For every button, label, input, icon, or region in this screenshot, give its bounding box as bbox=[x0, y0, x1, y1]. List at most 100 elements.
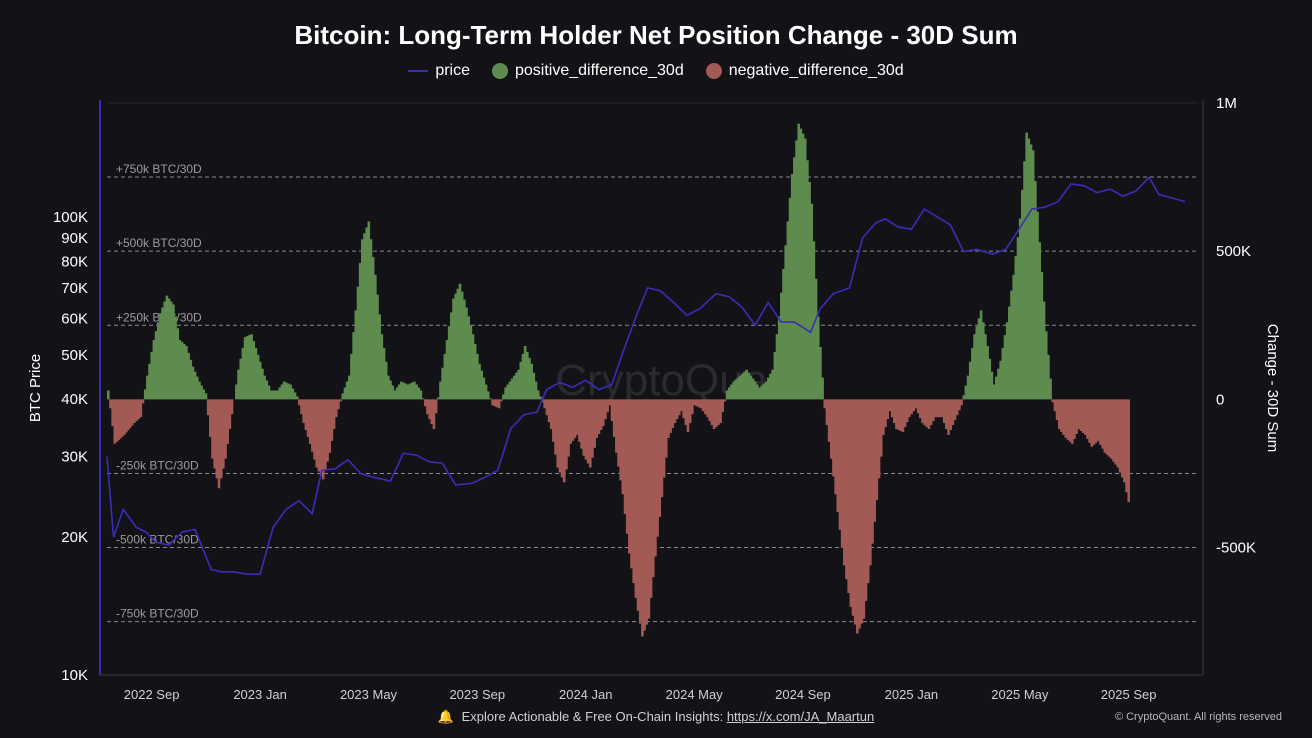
negative-bar bbox=[567, 399, 570, 457]
positive-bar bbox=[347, 375, 351, 400]
footer-link[interactable]: https://x.com/JA_Maartun bbox=[726, 709, 875, 724]
negative-bar bbox=[643, 399, 646, 631]
negative-bar bbox=[109, 399, 112, 409]
positive-bar bbox=[369, 239, 373, 400]
negative-bar bbox=[337, 399, 340, 410]
positive-bar bbox=[397, 384, 401, 400]
negative-bar bbox=[1120, 399, 1124, 478]
negative-bar bbox=[426, 399, 429, 415]
left-axis-tick-label: 90K bbox=[61, 230, 88, 247]
reference-line-label: -250k BTC/30D bbox=[116, 458, 199, 472]
negative-bar bbox=[228, 399, 232, 429]
negative-bar bbox=[430, 399, 434, 425]
positive-bar bbox=[393, 390, 397, 400]
left-axis-tick-label: 80K bbox=[61, 253, 88, 270]
negative-bar bbox=[495, 399, 499, 408]
positive-bar bbox=[387, 375, 390, 400]
negative-bar bbox=[119, 399, 122, 439]
negative-bar bbox=[1060, 399, 1063, 432]
positive-bar bbox=[732, 381, 735, 400]
negative-bar bbox=[688, 399, 692, 424]
negative-bar bbox=[1116, 399, 1120, 468]
positive-bar bbox=[519, 361, 523, 400]
negative-bar bbox=[934, 399, 937, 418]
positive-bar bbox=[775, 334, 779, 400]
negative-bar bbox=[206, 399, 210, 416]
positive-bar bbox=[272, 390, 275, 400]
x-axis-tick-label: 2024 May bbox=[666, 687, 724, 702]
negative-bar bbox=[141, 399, 145, 404]
right-axis-tick-label: 500K bbox=[1216, 243, 1251, 260]
legend-item-price[interactable]: price bbox=[408, 62, 470, 80]
negative-bar bbox=[649, 399, 653, 598]
legend-item-negative[interactable]: negative_difference_30d bbox=[705, 62, 904, 80]
positive-bar bbox=[808, 182, 811, 400]
negative-bar bbox=[578, 399, 581, 442]
positive-bar bbox=[146, 375, 149, 400]
footer-text: Explore Actionable & Free On-Chain Insig… bbox=[461, 709, 724, 724]
legend-item-positive[interactable]: positive_difference_30d bbox=[492, 62, 684, 80]
negative-bar bbox=[1057, 399, 1061, 429]
positive-bar bbox=[762, 383, 766, 400]
negative-bar bbox=[658, 399, 662, 517]
negative-bar bbox=[680, 399, 683, 412]
footer: 🔔 Explore Actionable & Free On-Chain Ins… bbox=[0, 709, 1312, 725]
positive-bar bbox=[350, 353, 353, 400]
positive-bar bbox=[1031, 150, 1035, 400]
positive-bar bbox=[380, 334, 384, 400]
negative-bar bbox=[942, 399, 946, 424]
positive-bar bbox=[971, 347, 974, 400]
negative-bar bbox=[654, 399, 657, 557]
positive-bar bbox=[736, 377, 740, 400]
positive-bar bbox=[269, 390, 273, 400]
negative-bar bbox=[580, 399, 583, 449]
negative-bar bbox=[491, 399, 494, 406]
negative-bar bbox=[1125, 399, 1128, 493]
negative-bar bbox=[1118, 399, 1122, 473]
positive-bar bbox=[415, 384, 418, 400]
negative-bar bbox=[573, 399, 577, 438]
positive-bar bbox=[727, 387, 731, 400]
positive-bar bbox=[506, 384, 510, 400]
negative-bar bbox=[111, 399, 114, 427]
positive-bar bbox=[513, 375, 516, 400]
positive-bar bbox=[159, 313, 162, 400]
legend-label-positive: positive_difference_30d bbox=[515, 62, 684, 79]
negative-bar bbox=[1055, 399, 1059, 421]
negative-bar bbox=[497, 399, 501, 409]
negative-bar bbox=[875, 399, 879, 501]
negative-bar bbox=[1073, 399, 1076, 439]
positive-bar bbox=[256, 354, 260, 400]
negative-bar bbox=[432, 399, 436, 429]
positive-bar bbox=[966, 375, 970, 400]
negative-bar bbox=[955, 399, 959, 416]
positive-bar bbox=[280, 384, 284, 400]
positive-bar bbox=[756, 384, 759, 400]
positive-bar bbox=[758, 387, 761, 400]
negative-bar bbox=[313, 399, 316, 460]
positive-bar bbox=[504, 387, 507, 400]
negative-bar bbox=[843, 399, 846, 566]
positive-bar bbox=[526, 351, 529, 400]
negative-bar bbox=[912, 399, 916, 412]
positive-bar bbox=[1034, 181, 1037, 400]
negative-bar bbox=[1053, 399, 1057, 412]
positive-bar bbox=[452, 298, 455, 400]
negative-bar bbox=[704, 399, 707, 415]
negative-bar bbox=[328, 399, 332, 453]
negative-bar bbox=[543, 399, 546, 409]
negative-bar bbox=[602, 399, 605, 427]
negative-bar bbox=[634, 399, 638, 598]
positive-bar bbox=[196, 376, 199, 400]
negative-bar bbox=[311, 399, 314, 452]
negative-bar bbox=[306, 399, 310, 437]
negative-bar bbox=[123, 399, 126, 435]
positive-bar bbox=[788, 197, 792, 400]
positive-bar bbox=[760, 385, 764, 400]
positive-bar bbox=[476, 353, 479, 400]
positive-bar bbox=[447, 326, 451, 400]
positive-bar bbox=[439, 381, 442, 400]
negative-bar bbox=[840, 399, 844, 548]
negative-bar bbox=[298, 399, 301, 406]
